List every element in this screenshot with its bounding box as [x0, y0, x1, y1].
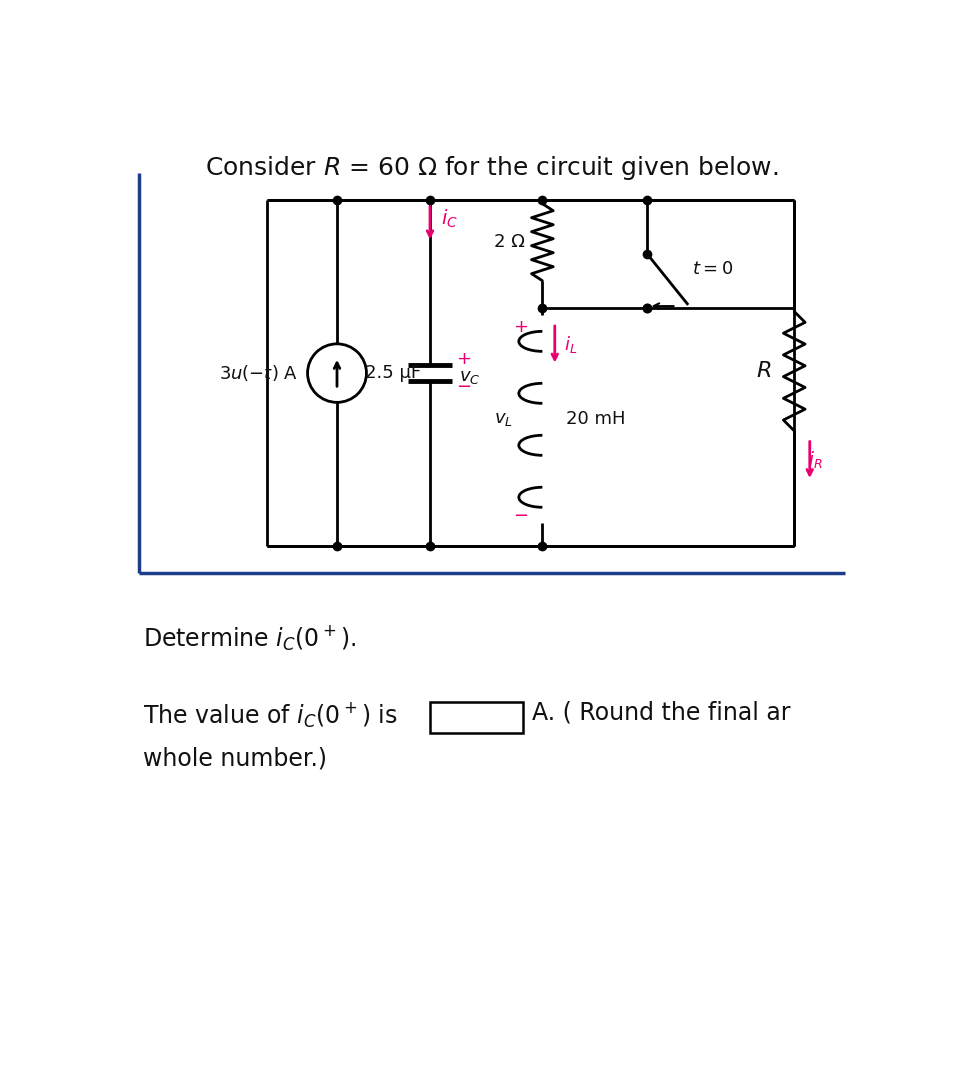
- Text: $v_L$: $v_L$: [494, 410, 513, 429]
- Text: $t = 0$: $t = 0$: [692, 260, 733, 279]
- Text: +: +: [514, 318, 528, 336]
- Text: +: +: [456, 350, 471, 368]
- FancyBboxPatch shape: [430, 702, 523, 732]
- Text: $i_R$: $i_R$: [808, 449, 823, 470]
- Text: −: −: [514, 507, 528, 524]
- Text: 2.5 µF: 2.5 µF: [365, 364, 420, 382]
- Text: 20 mH: 20 mH: [565, 410, 625, 429]
- Text: whole number.): whole number.): [143, 746, 327, 770]
- Text: $R$: $R$: [756, 361, 771, 381]
- Text: The value of $i_C(0^+)$ is: The value of $i_C(0^+)$ is: [143, 701, 397, 730]
- Text: $3u(-t)$ A: $3u(-t)$ A: [219, 363, 299, 383]
- Text: A. ( Round the final ar: A. ( Round the final ar: [532, 701, 791, 725]
- Text: −: −: [456, 378, 471, 396]
- Text: Determine $i_C(0^+)$.: Determine $i_C(0^+)$.: [143, 623, 356, 653]
- Text: $i_C$: $i_C$: [441, 208, 458, 231]
- Text: Consider $R$ = 60 Ω for the circuit given below.: Consider $R$ = 60 Ω for the circuit give…: [205, 153, 779, 182]
- Text: 2 Ω: 2 Ω: [494, 233, 525, 251]
- Text: $v_C$: $v_C$: [460, 368, 481, 386]
- Text: $i_L$: $i_L$: [564, 334, 577, 355]
